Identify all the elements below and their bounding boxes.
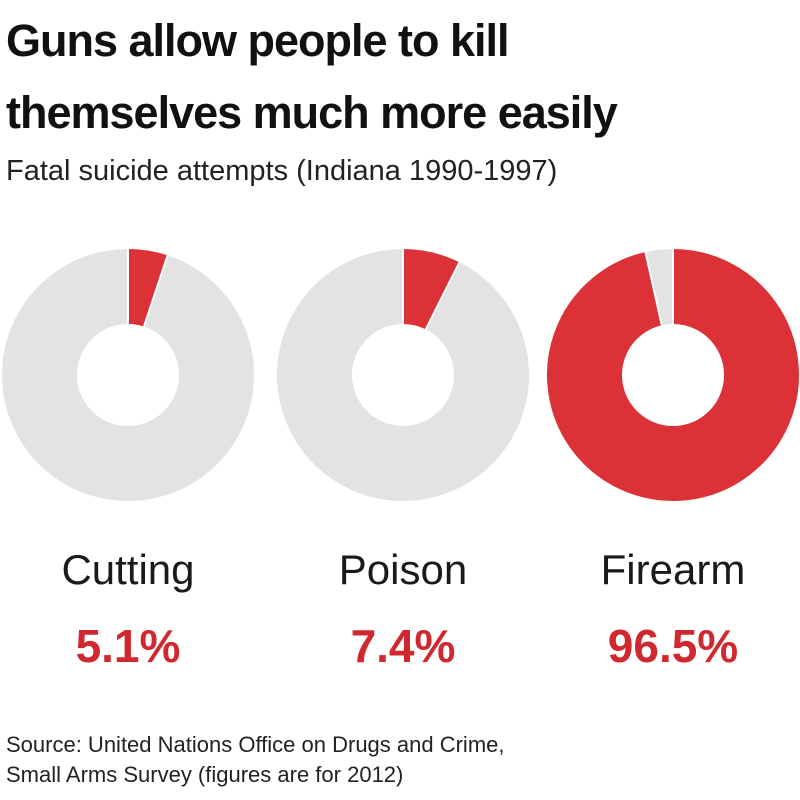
donut-segment: [275, 246, 531, 503]
source: Source: United Nations Office on Drugs a…: [6, 732, 505, 757]
title: themselves much more easily: [6, 87, 618, 138]
value-label: 5.1%: [76, 620, 181, 672]
source: Small Arms Survey (figures are for 2012): [6, 762, 403, 787]
value-label: 7.4%: [351, 620, 456, 672]
value-label: 96.5%: [608, 620, 738, 672]
category-label: Cutting: [61, 546, 194, 593]
donut-segment: [0, 246, 256, 503]
donut-segment: [644, 246, 674, 328]
subtitle: Fatal suicide attempts (Indiana 1990-199…: [6, 155, 557, 187]
title: Guns allow people to kill: [6, 15, 509, 66]
category-label: Firearm: [601, 546, 746, 593]
category-label: Poison: [339, 546, 467, 593]
